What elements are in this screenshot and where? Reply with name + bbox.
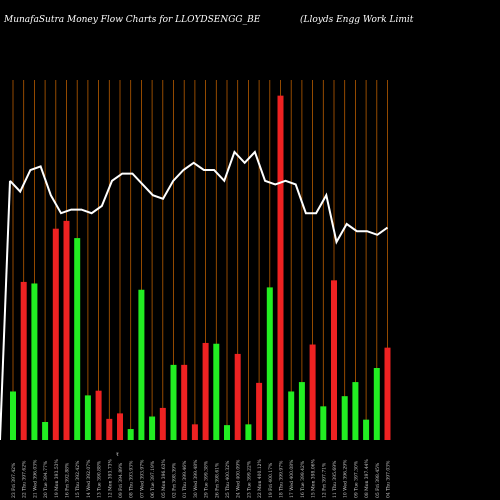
bar [42, 422, 49, 440]
bar [341, 396, 348, 440]
x-tick-label: 08 Mon 397.44% [364, 458, 370, 498]
bar [384, 347, 391, 440]
bar [213, 343, 220, 440]
x-tick-label: 09 Fri 394.89% [118, 462, 124, 498]
x-tick-label: 17 Wed 400.08% [289, 459, 295, 498]
bar [10, 391, 16, 440]
x-tick-labels: 23 Fri 397.42% 22 Thu 397.62% 21 Wed 396.0… [11, 458, 392, 498]
bar [181, 364, 188, 440]
x-tick-label: 16 Tue 399.42% [300, 460, 306, 498]
bar [127, 429, 134, 440]
bar [20, 281, 27, 440]
x-tick-label: 12 Fri 397.71% [321, 462, 327, 498]
x-tick-label: 21 Wed 396.03% [32, 459, 38, 498]
bar [234, 353, 241, 440]
x-tick-label: 29 Tue 399.38% [204, 460, 210, 498]
currency-mark: ₹ [116, 452, 119, 458]
x-tick-label: 24 Wed 400.09% [236, 459, 242, 498]
x-tick-label: 26 Fri 398.61% [214, 462, 220, 498]
x-tick-label: 06 Tue 397.19% [150, 460, 156, 498]
bar [74, 238, 81, 440]
bar [84, 395, 91, 440]
x-tick-label: 22 Thu 397.62% [22, 460, 28, 498]
x-tick-label: 23 Fri 397.42% [11, 462, 17, 498]
bar [138, 289, 145, 440]
bar-series [10, 95, 391, 441]
x-tick-label: 12 Mon 393.73% [107, 458, 113, 498]
x-tick-label: 30 Wed 399.48% [193, 459, 199, 498]
chart-title: MunafaSutra Money Flow Charts for LLOYDS… [3, 15, 261, 25]
x-tick-label: 15 Mon 398.06% [311, 458, 317, 498]
money-flow-line [9, 150, 389, 245]
bar [288, 391, 295, 440]
chart-subtitle: (Lloyds Engg Work Limit [300, 14, 414, 25]
bar [106, 418, 113, 440]
bar [352, 382, 359, 440]
bar [245, 424, 252, 440]
bar [298, 382, 305, 440]
x-tick-label: 13 Tue 390.88% [97, 460, 103, 498]
x-tick-label: 08 Thu 393.93% [129, 460, 135, 498]
x-tick-label: 18 Thu 399.97% [279, 460, 285, 498]
bar [373, 368, 380, 440]
x-tick-label: 19 Fri 400.17% [268, 462, 274, 498]
bar [170, 364, 177, 440]
bar [159, 407, 166, 440]
x-tick-label: 07 Wed 393.97% [139, 459, 145, 498]
bar [224, 425, 230, 440]
bar [191, 424, 198, 440]
bar [266, 287, 273, 440]
x-tick-label: 14 Wed 392.07% [86, 459, 92, 498]
x-tick-label: 01 Thu 399.46% [182, 460, 188, 498]
x-tick-label: 05 Fri 398.45% [375, 462, 381, 498]
x-tick-label: 16 Fri 392.88% [65, 462, 71, 498]
bar [309, 344, 316, 440]
bar [52, 228, 59, 440]
money-flow-line-lead [0, 180, 11, 441]
bar [320, 406, 327, 440]
bar [149, 416, 156, 440]
x-tick-label: 25 Thu 400.32% [225, 460, 231, 498]
x-tick-label: 02 Fri 398.39% [172, 462, 178, 498]
x-tick-label: 11 Thu 395.69% [332, 460, 338, 498]
x-tick-label: 22 Mon 400.12% [257, 458, 263, 498]
x-tick-label: 04 Thu 397.03% [386, 460, 392, 498]
bar [331, 280, 337, 440]
x-tick-label: 20 Tue 394.77% [43, 460, 49, 498]
bar [31, 283, 38, 440]
bar [202, 342, 209, 440]
x-tick-label: 05 Mon 396.63% [161, 458, 167, 498]
bar [63, 220, 70, 440]
bar [117, 413, 123, 440]
x-tick-label: 23 Tue 399.22% [246, 460, 252, 498]
x-tick-label: 10 Wed 396.29% [343, 459, 349, 498]
x-tick-label: 15 Thu 392.42% [75, 460, 81, 498]
bar [95, 390, 102, 440]
bar [277, 95, 284, 441]
line-series [0, 150, 389, 441]
x-tick-label: 09 Tue 397.30% [353, 460, 359, 498]
x-tick-label: 19 Mon 393.53% [54, 458, 60, 498]
bar [363, 419, 370, 440]
bar [256, 382, 263, 440]
